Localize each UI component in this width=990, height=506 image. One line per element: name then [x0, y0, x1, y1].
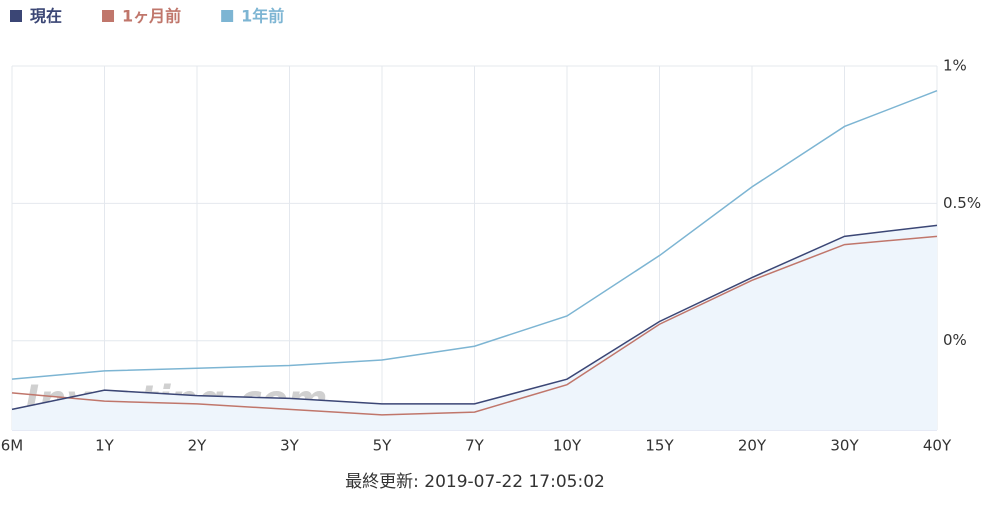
legend-swatch — [221, 10, 234, 22]
x-tick-label: 40Y — [923, 437, 952, 455]
x-tick-label: 20Y — [738, 437, 767, 455]
line — [11, 90, 938, 380]
legend-swatch — [10, 10, 22, 22]
y-tick-label: 0% — [943, 331, 967, 349]
x-tick-label: 6M — [1, 437, 24, 455]
x-tick-label: 3Y — [280, 437, 300, 455]
x-tick-label: 1Y — [95, 437, 115, 455]
y-tick-label: 1% — [943, 57, 967, 75]
y-tick-label: 0.5% — [943, 194, 981, 212]
legend-label: 現在 — [30, 7, 62, 26]
x-tick-label: 5Y — [373, 437, 393, 455]
footer: 最終更新: 2019-07-22 17:05:02 — [345, 472, 605, 492]
legend-label: 1年前 — [241, 7, 284, 26]
line — [11, 224, 938, 411]
legend-swatch — [102, 10, 115, 22]
legend-label: 1ヶ月前 — [122, 7, 181, 26]
x-tick-label: 2Y — [188, 437, 208, 455]
x-tick-label: 30Y — [830, 437, 859, 455]
x-tick-label: 15Y — [645, 437, 674, 455]
line — [11, 235, 938, 416]
x-tick-label: 10Y — [553, 437, 582, 455]
area — [12, 225, 937, 430]
x-tick-label: 7Y — [465, 437, 485, 455]
